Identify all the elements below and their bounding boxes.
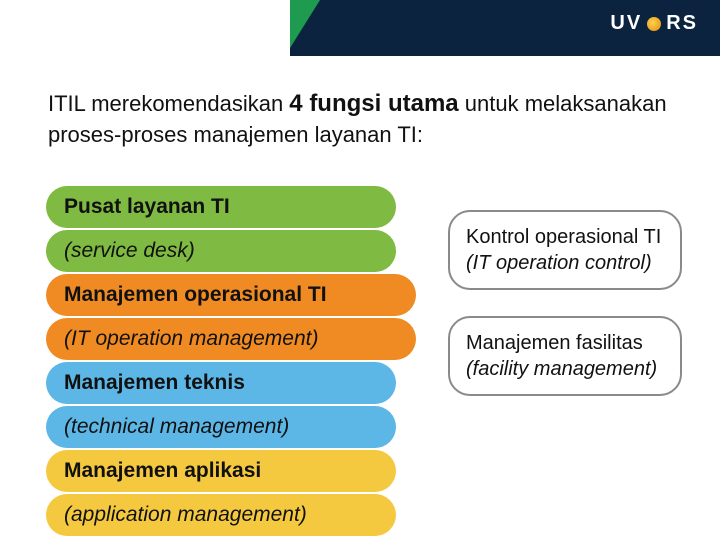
header: UV RS bbox=[0, 0, 720, 56]
pill-4-sub: (application management) bbox=[46, 494, 396, 536]
pill-1-sub: (service desk) bbox=[46, 230, 396, 272]
right-2-plain: Manajemen fasilitas bbox=[466, 332, 643, 354]
intro-text: ITIL merekomendasikan 4 fungsi utama unt… bbox=[48, 88, 680, 150]
pill-4-head: Manajemen aplikasi bbox=[46, 450, 396, 492]
intro-pre: ITIL merekomendasikan bbox=[48, 91, 289, 116]
left-column: Pusat layanan TI (service desk) Manajeme… bbox=[46, 186, 396, 538]
right-1-plain: Kontrol operasional TI bbox=[466, 226, 661, 248]
right-box-1: Kontrol operasional TI (IT operation con… bbox=[448, 210, 682, 290]
pill-3-sub: (technical management) bbox=[46, 406, 396, 448]
sun-icon bbox=[644, 14, 664, 34]
right-1-italic: (IT operation control) bbox=[466, 252, 652, 274]
logo: UV RS bbox=[610, 12, 698, 35]
pill-1-head: Pusat layanan TI bbox=[46, 186, 396, 228]
right-2-italic: (facility management) bbox=[466, 358, 657, 380]
logo-text-left: UV bbox=[610, 12, 642, 35]
right-box-2: Manajemen fasilitas (facility management… bbox=[448, 316, 682, 396]
pill-2-head: Manajemen operasional TI bbox=[46, 274, 416, 316]
intro-bold: 4 fungsi utama bbox=[289, 90, 458, 117]
pill-3-head: Manajemen teknis bbox=[46, 362, 396, 404]
logo-text-right: RS bbox=[666, 12, 698, 35]
pill-2-sub: (IT operation management) bbox=[46, 318, 416, 360]
